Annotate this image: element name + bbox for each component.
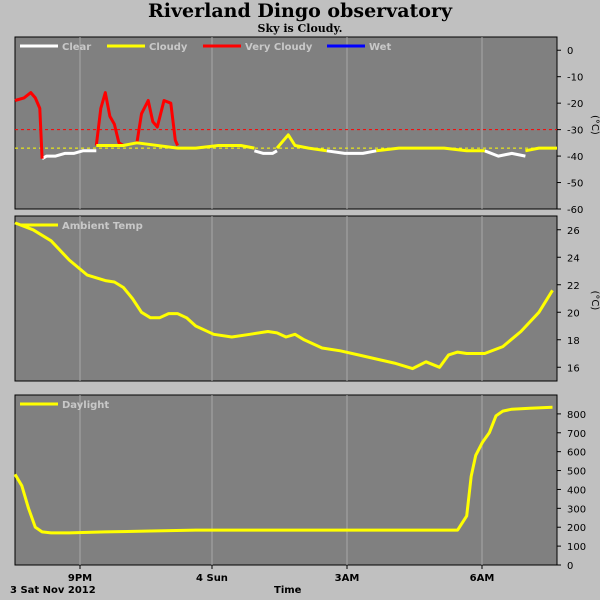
panel-3-ytick-label-3: 300 [567,504,586,515]
panel-2-ytick-label-1: 18 [567,336,580,347]
panel-3-ytick-label-1: 100 [567,542,586,553]
series-line-cloudy-1-7 [96,141,255,150]
series-line-ambient-temp-2-0 [14,221,554,371]
panel-3-ytick-label-2: 200 [567,523,586,534]
panel-1-ytick-label-3: -30 [567,126,583,137]
sky-status-subtitle: Sky is Cloudy. [257,22,343,35]
series-line-very-cloudy-1-5 [94,91,125,147]
panel-1-ytick-label-5: -50 [567,179,583,190]
panel-3-plot-area [14,394,558,566]
panel-2-ylabel: (°C) [589,291,600,311]
panel-3-ytick-label-4: 400 [567,485,586,496]
panel-1-plot-area [14,36,558,210]
series-line-clear-1-0 [41,149,97,160]
panel-3-ytick-label-5: 500 [567,467,586,478]
panel-1-ytick-label-1: -10 [567,73,583,84]
panel-1-ytick-label-2: -20 [567,99,583,110]
panel-1-ytick-label-0: 0 [567,46,573,57]
series-line-cloudy-1-9 [376,146,485,153]
x-tick-label-1: 4 Sun [196,573,228,584]
legend-label-very-cloudy: Very Cloudy [245,42,313,53]
panel-1-ylabel: (°C) [589,115,600,135]
series-line-cloudy-1-10 [525,146,557,153]
panel-2-ytick-label-0: 16 [567,363,580,374]
panel-3-ytick-label-7: 700 [567,429,586,440]
panel-3-ytick-label-6: 600 [567,448,586,459]
series-line-cloudy-1-8 [275,133,327,153]
page-title: Riverland Dingo observatory [147,0,453,22]
panel-1-ytick-label-6: -60 [567,205,583,216]
series-line-clear-1-2 [326,149,377,155]
panel-3-ytick-label-0: 0 [567,561,573,572]
legend-label-cloudy: Cloudy [149,42,188,53]
series-line-daylight-3-0 [13,405,553,535]
series-line-very-cloudy-1-4 [14,91,44,159]
legend-label-daylight: Daylight [62,400,109,411]
panel-2-ytick-label-3: 22 [567,281,580,292]
date-label: 3 Sat Nov 2012 [10,585,96,596]
panel-2-ytick-label-5: 26 [567,226,580,237]
series-line-clear-1-3 [484,149,526,158]
legend-label-clear: Clear [62,42,91,53]
legend-label-wet: Wet [369,42,391,53]
panel-2-ytick-label-2: 20 [567,308,580,319]
panel-2-ytick-label-4: 24 [567,253,580,264]
x-tick-label-2: 3AM [335,573,360,584]
panel-3-ytick-label-8: 800 [567,410,586,421]
panel-1-ytick-label-4: -40 [567,152,583,163]
series-line-clear-1-1 [253,149,278,155]
legend-label-ambient-temp: Ambient Temp [62,221,143,232]
x-tick-label-0: 9PM [68,573,92,584]
x-axis-label: Time [274,585,302,596]
panel-2-plot-area [14,215,558,382]
series-line-very-cloudy-1-6 [135,99,179,147]
x-tick-label-3: 6AM [470,573,495,584]
